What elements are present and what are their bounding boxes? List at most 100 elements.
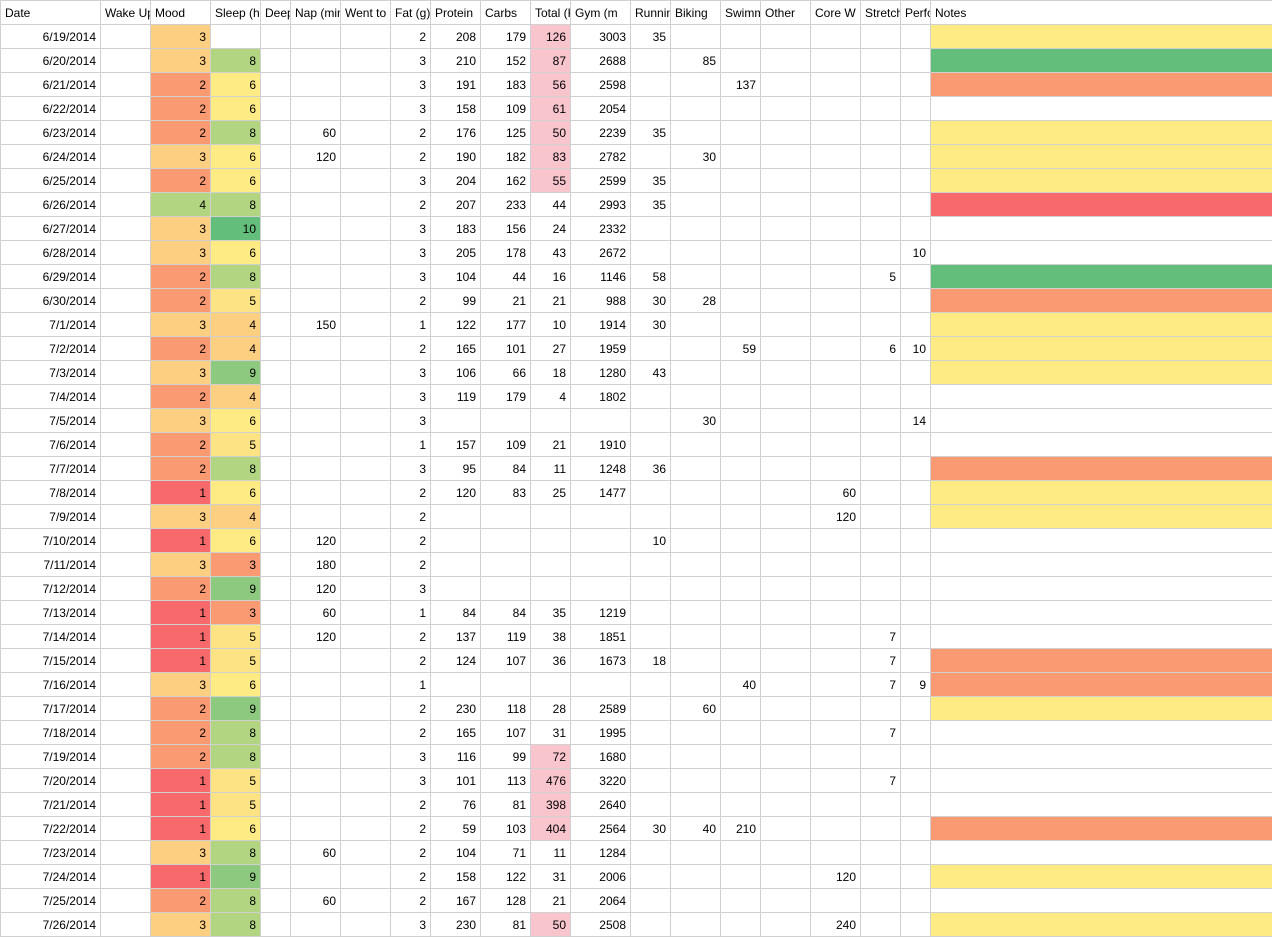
wake-cell[interactable]: [101, 601, 151, 625]
other-cell[interactable]: [811, 265, 861, 289]
carbs-hl-cell[interactable]: [531, 673, 571, 697]
total-cell[interactable]: [571, 529, 631, 553]
nap-cell[interactable]: [291, 385, 341, 409]
total-cell[interactable]: 2332: [571, 217, 631, 241]
stretch-cell[interactable]: [901, 601, 931, 625]
fat-cell[interactable]: 2: [391, 817, 431, 841]
carbs-hl-cell[interactable]: 50: [531, 121, 571, 145]
carbs-hl-cell[interactable]: [531, 577, 571, 601]
protein-cell[interactable]: 122: [431, 313, 481, 337]
swim-cell[interactable]: [761, 409, 811, 433]
wake-cell[interactable]: [101, 793, 151, 817]
wake-cell[interactable]: [101, 505, 151, 529]
sleep-cell[interactable]: 5: [211, 289, 261, 313]
core-cell[interactable]: 7: [861, 625, 901, 649]
table-row[interactable]: 7/23/20143860210471111284Lepo: [1, 841, 1272, 865]
table-row[interactable]: 7/7/20142839584111248363Jalkatreeni: [1, 457, 1272, 481]
gym-cell[interactable]: [631, 97, 671, 121]
col-nap[interactable]: Nap (min): [291, 1, 341, 25]
biking-cell[interactable]: [721, 625, 761, 649]
total-cell[interactable]: 2006: [571, 865, 631, 889]
carbs-cell[interactable]: 84: [481, 457, 531, 481]
biking-cell[interactable]: [721, 649, 761, 673]
wake-cell[interactable]: [101, 577, 151, 601]
stretch-cell[interactable]: 10: [901, 241, 931, 265]
deep-cell[interactable]: [261, 361, 291, 385]
carbs-cell[interactable]: 66: [481, 361, 531, 385]
carbs-hl-cell[interactable]: 18: [531, 361, 571, 385]
table-row[interactable]: 6/27/20143103183156242332Yötyö: [1, 217, 1272, 241]
perform-cell[interactable]: 3: [931, 457, 1272, 481]
other-cell[interactable]: [811, 385, 861, 409]
core-cell[interactable]: [861, 913, 901, 937]
fat-cell[interactable]: 2: [391, 841, 431, 865]
core-cell[interactable]: [861, 601, 901, 625]
col-protein[interactable]: Protein: [431, 1, 481, 25]
biking-cell[interactable]: 210: [721, 817, 761, 841]
went-cell[interactable]: [341, 601, 391, 625]
gym-cell[interactable]: 36: [631, 457, 671, 481]
running-cell[interactable]: [671, 865, 721, 889]
mood-cell[interactable]: 2: [151, 337, 211, 361]
running-cell[interactable]: [671, 337, 721, 361]
perform-cell[interactable]: 4: [931, 169, 1272, 193]
carbs-cell[interactable]: 107: [481, 721, 531, 745]
swim-cell[interactable]: [761, 817, 811, 841]
core-cell[interactable]: [861, 433, 901, 457]
swim-cell[interactable]: [761, 289, 811, 313]
running-cell[interactable]: [671, 193, 721, 217]
date-cell[interactable]: 7/13/2014: [1, 601, 101, 625]
gym-cell[interactable]: [631, 769, 671, 793]
biking-cell[interactable]: 59: [721, 337, 761, 361]
protein-cell[interactable]: 165: [431, 721, 481, 745]
wake-cell[interactable]: [101, 241, 151, 265]
fat-cell[interactable]: 3: [391, 241, 431, 265]
protein-cell[interactable]: 205: [431, 241, 481, 265]
date-cell[interactable]: 7/5/2014: [1, 409, 101, 433]
wake-cell[interactable]: [101, 217, 151, 241]
protein-cell[interactable]: 165: [431, 337, 481, 361]
tracking-spreadsheet[interactable]: DateWake UpMoodSleep (h)Deep SlNap (min)…: [0, 0, 1272, 937]
swim-cell[interactable]: [761, 529, 811, 553]
other-cell[interactable]: [811, 697, 861, 721]
perform-cell[interactable]: 3: [931, 289, 1272, 313]
fat-cell[interactable]: 2: [391, 505, 431, 529]
gym-cell[interactable]: [631, 889, 671, 913]
went-cell[interactable]: [341, 577, 391, 601]
nap-cell[interactable]: [291, 745, 341, 769]
other-cell[interactable]: [811, 601, 861, 625]
deep-cell[interactable]: [261, 865, 291, 889]
biking-cell[interactable]: [721, 721, 761, 745]
deep-cell[interactable]: [261, 337, 291, 361]
nap-cell[interactable]: 120: [291, 625, 341, 649]
fat-cell[interactable]: 3: [391, 745, 431, 769]
date-cell[interactable]: 7/17/2014: [1, 697, 101, 721]
fat-cell[interactable]: 2: [391, 553, 431, 577]
went-cell[interactable]: [341, 289, 391, 313]
core-cell[interactable]: [861, 97, 901, 121]
wake-cell[interactable]: [101, 433, 151, 457]
deep-cell[interactable]: [261, 457, 291, 481]
biking-cell[interactable]: [721, 241, 761, 265]
table-row[interactable]: 7/18/20142821651073119957Yötyö: [1, 721, 1272, 745]
gym-cell[interactable]: [631, 145, 671, 169]
carbs-cell[interactable]: 119: [481, 625, 531, 649]
carbs-hl-cell[interactable]: 31: [531, 721, 571, 745]
gym-cell[interactable]: 58: [631, 265, 671, 289]
nap-cell[interactable]: [291, 97, 341, 121]
protein-cell[interactable]: [431, 553, 481, 577]
stretch-cell[interactable]: [901, 481, 931, 505]
col-stretch[interactable]: Stretch: [861, 1, 901, 25]
date-cell[interactable]: 7/12/2014: [1, 577, 101, 601]
went-cell[interactable]: [341, 457, 391, 481]
biking-cell[interactable]: [721, 601, 761, 625]
perform-cell[interactable]: [931, 769, 1272, 793]
date-cell[interactable]: 6/28/2014: [1, 241, 101, 265]
fat-cell[interactable]: 2: [391, 481, 431, 505]
swim-cell[interactable]: [761, 697, 811, 721]
fat-cell[interactable]: 3: [391, 769, 431, 793]
col-swim[interactable]: Swimm: [721, 1, 761, 25]
sleep-cell[interactable]: 10: [211, 217, 261, 241]
deep-cell[interactable]: [261, 673, 291, 697]
core-cell[interactable]: 6: [861, 337, 901, 361]
